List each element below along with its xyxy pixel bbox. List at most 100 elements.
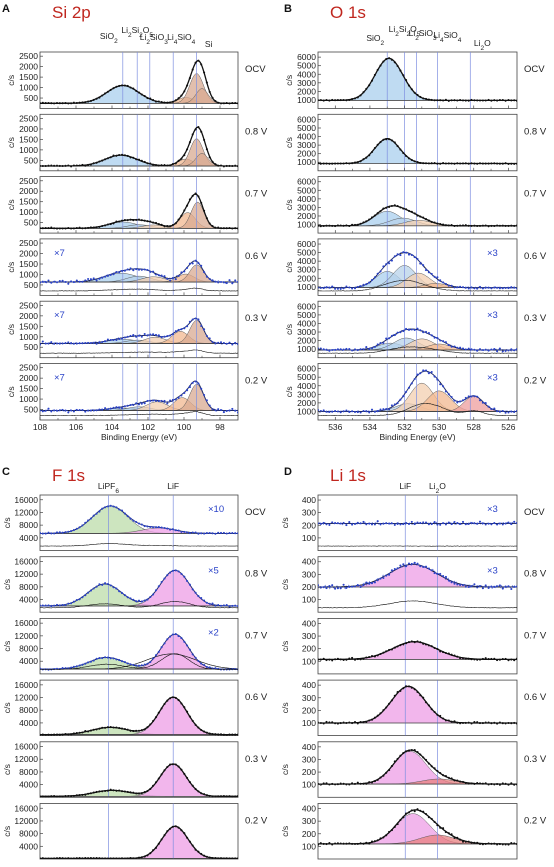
data-point: [157, 100, 160, 103]
data-point: [331, 843, 334, 846]
data-point: [154, 221, 158, 224]
data-point: [214, 795, 217, 798]
data-point: [481, 162, 484, 165]
data-point: [388, 262, 391, 265]
condition-label: 0.7 V: [245, 189, 268, 200]
data-point: [75, 164, 78, 167]
data-point: [143, 402, 146, 405]
data-point: [422, 696, 425, 699]
data-point: [453, 654, 456, 657]
data-point: [382, 774, 385, 777]
data-point: [424, 643, 428, 646]
data-point: [410, 210, 413, 213]
data-point: [461, 520, 465, 523]
data-point: [169, 164, 172, 167]
data-point: [501, 658, 504, 661]
envelope-fit: [318, 138, 517, 165]
condition-label: 0.3 V: [245, 754, 268, 765]
data-point: [413, 749, 416, 752]
data-point: [44, 733, 47, 736]
data-point: [135, 792, 138, 795]
data-point: [143, 219, 146, 222]
data-point: [334, 225, 337, 228]
data-point: [132, 156, 135, 159]
data-point: [334, 162, 337, 165]
data-point: [75, 794, 78, 797]
data-point: [410, 88, 413, 91]
data-point: [424, 701, 428, 704]
data-point: [422, 810, 425, 813]
plot-frame: [317, 363, 518, 421]
y-tick-label: 2500: [19, 238, 38, 248]
data-point: [510, 523, 513, 526]
plot-frame: [39, 51, 239, 109]
data-point: [396, 823, 399, 826]
data-point: [348, 98, 351, 101]
data-point: [214, 733, 217, 736]
data-point: [493, 783, 496, 786]
data-point: [217, 226, 220, 229]
y-tick-label: 1000: [297, 282, 316, 292]
data-point: [171, 825, 174, 828]
data-point: [368, 781, 371, 784]
data-point: [154, 100, 158, 103]
data-point: [104, 582, 107, 585]
data-point: [362, 657, 365, 660]
data-point: [356, 658, 359, 661]
data-point: [481, 224, 484, 227]
data-point: [84, 164, 87, 167]
data-point: [87, 226, 90, 229]
data-point: [453, 836, 456, 839]
data-point: [487, 721, 490, 724]
data-point: [459, 162, 462, 165]
data-point: [467, 162, 470, 165]
data-point: [365, 656, 368, 659]
data-point: [365, 346, 368, 349]
data-point: [58, 102, 61, 105]
plot-frame: [39, 363, 239, 421]
data-point: [390, 139, 393, 142]
data-point: [58, 164, 61, 167]
data-point: [373, 655, 376, 658]
data-point: [430, 765, 433, 768]
data-point: [413, 688, 416, 691]
data-point: [318, 658, 320, 661]
data-point: [120, 790, 124, 793]
y-tick-label: 2000: [297, 336, 316, 346]
data-point: [496, 99, 499, 102]
data-point: [459, 346, 462, 349]
data-point: [450, 581, 453, 584]
condition-label: 0.6 V: [524, 692, 547, 703]
data-point: [98, 96, 101, 99]
y-tick-label: 400: [302, 680, 316, 690]
data-point: [464, 721, 467, 724]
data-point: [373, 581, 376, 584]
data-point: [70, 165, 73, 168]
data-point: [498, 224, 501, 227]
data-point: [154, 781, 158, 784]
data-point: [427, 644, 430, 647]
data-point: [41, 101, 44, 104]
data-point: [225, 164, 228, 167]
data-point: [464, 840, 467, 843]
data-point: [120, 407, 124, 410]
data-point: [67, 857, 70, 859]
data-point: [78, 101, 81, 104]
plot-area: [318, 114, 517, 171]
data-point: [75, 731, 78, 735]
data-point: [399, 148, 402, 151]
y-axis-label: c/s: [284, 324, 294, 335]
data-point: [459, 657, 462, 660]
data-point: [450, 777, 453, 780]
condition-label: 0.3 V: [524, 313, 547, 324]
data-point: [453, 582, 456, 585]
condition-label: 0.8 V: [524, 569, 547, 580]
data-point: [504, 224, 507, 227]
data-point: [228, 733, 231, 736]
plot-frame: [317, 113, 518, 172]
data-point: [234, 101, 237, 105]
data-point: [115, 85, 118, 88]
y-tick-label: 100: [302, 656, 316, 666]
data-point: [396, 64, 399, 68]
